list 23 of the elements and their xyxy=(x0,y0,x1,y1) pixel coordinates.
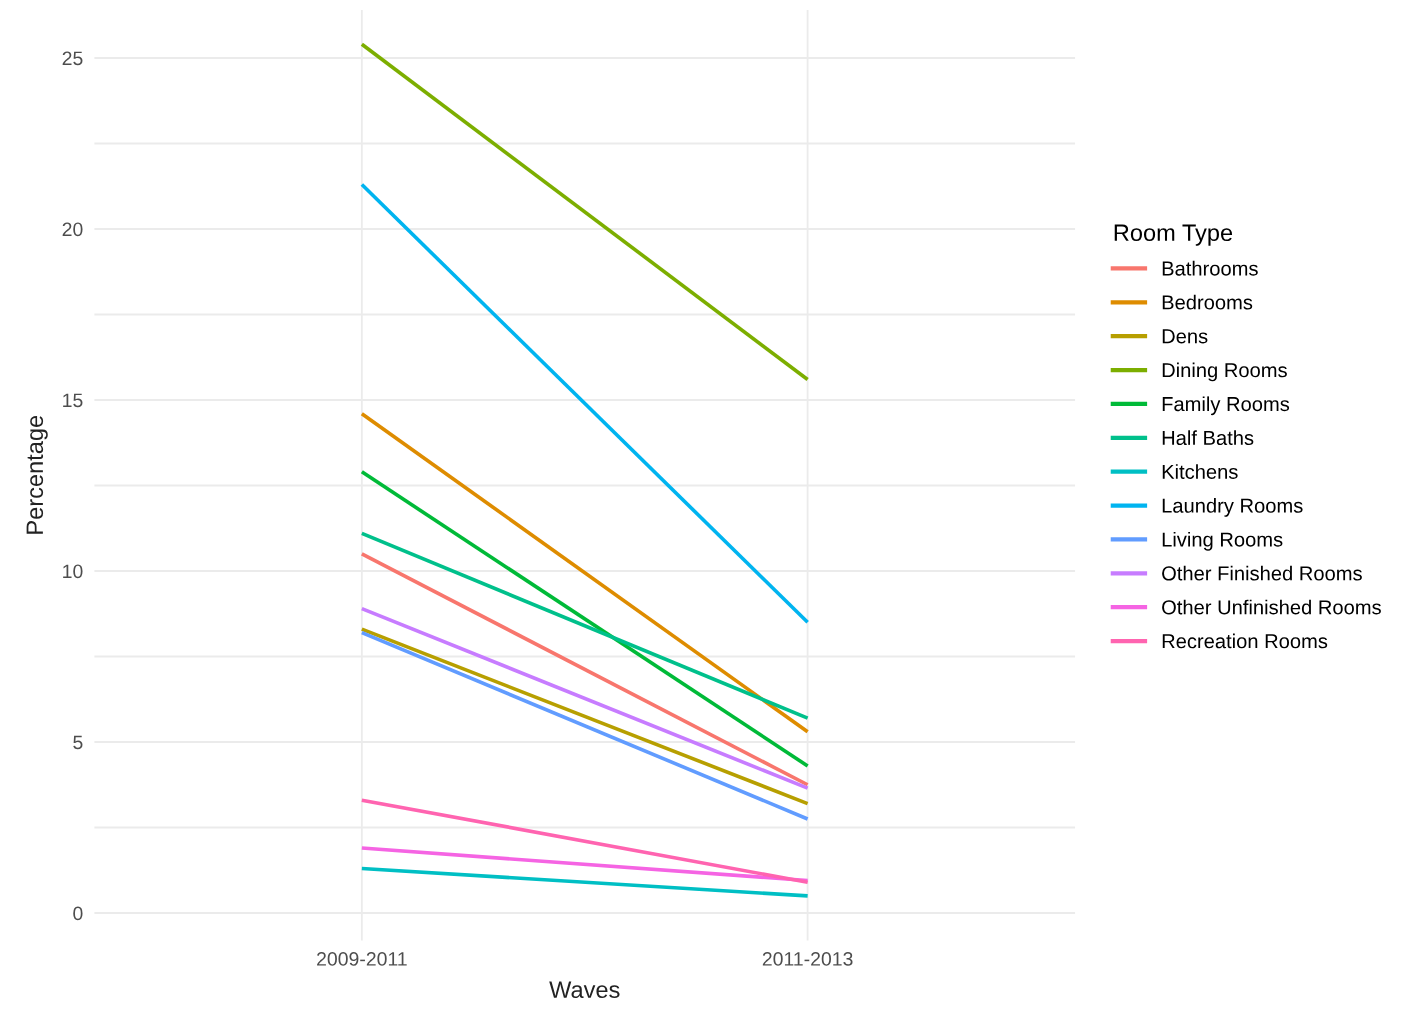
legend-label: Living Rooms xyxy=(1162,531,1283,551)
legend-label: Laundry Rooms xyxy=(1162,498,1303,517)
x-tick-label: 2011-2013 xyxy=(762,952,853,966)
y-tick-label: 15 xyxy=(63,393,83,408)
y-tick-label: 10 xyxy=(63,564,83,579)
y-tick-label: 0 xyxy=(73,906,83,921)
x-axis-title: Waves xyxy=(549,981,620,999)
legend-label: Kitchens xyxy=(1162,464,1238,479)
y-tick-label: 25 xyxy=(62,51,83,66)
legend-label: Dining Rooms xyxy=(1162,362,1287,382)
legend-label: Bedrooms xyxy=(1162,294,1253,310)
legend-label: Recreation Rooms xyxy=(1162,633,1328,649)
y-tick-label: 5 xyxy=(73,735,83,750)
y-axis-title: Percentage xyxy=(26,415,48,534)
legend-label: Other Finished Rooms xyxy=(1162,565,1362,581)
legend-label: Family Rooms xyxy=(1162,396,1290,416)
legend-title: Room Type xyxy=(1114,224,1233,246)
x-tick-label: 2009-2011 xyxy=(317,952,407,966)
legend-label: Other Unfinished Rooms xyxy=(1162,599,1381,615)
legend-label: Dens xyxy=(1162,329,1208,344)
legend-label: Half Baths xyxy=(1162,430,1254,446)
y-tick-label: 20 xyxy=(62,222,83,237)
legend-label: Bathrooms xyxy=(1162,260,1258,276)
